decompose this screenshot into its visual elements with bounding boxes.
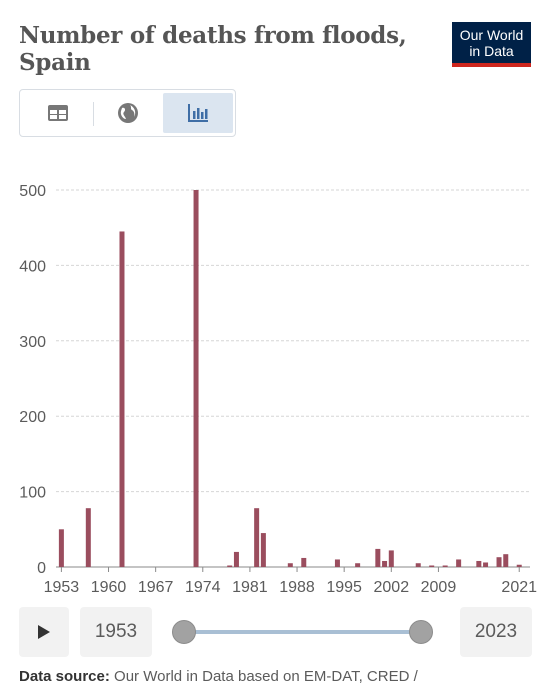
start-year-box[interactable]: 1953 (80, 607, 152, 657)
view-tabs (19, 89, 236, 137)
bar (355, 563, 361, 567)
bar (233, 551, 239, 567)
x-tick-label: 2021 (501, 579, 537, 596)
title-line-2: Spain (19, 49, 91, 76)
bar (334, 559, 340, 567)
x-tick-label: 1967 (138, 579, 174, 596)
play-icon (38, 625, 50, 639)
x-tick-label: 1981 (232, 579, 268, 596)
x-tick-label: 1960 (91, 579, 127, 596)
tab-divider (93, 102, 94, 126)
end-year-box[interactable]: 2023 (460, 607, 532, 657)
bar (388, 550, 394, 567)
table-icon (48, 105, 68, 121)
x-tick-label: 2002 (374, 579, 410, 596)
bar (227, 565, 233, 567)
bar (193, 190, 199, 567)
x-tick-label: 1953 (44, 579, 80, 596)
y-tick-label: 0 (37, 560, 46, 577)
data-source-label: Data source: (19, 668, 110, 685)
x-tick-label: 2009 (421, 579, 457, 596)
bar (287, 563, 293, 567)
y-tick-label: 400 (19, 258, 46, 275)
y-tick-label: 500 (19, 183, 46, 200)
bar (496, 557, 502, 567)
timeline-controls: 1953 2023 (0, 605, 558, 659)
chart-title: Number of deaths from floods, Spain (19, 22, 419, 76)
bar (429, 565, 435, 567)
title-line-1: Number of deaths from floods, (19, 22, 407, 49)
bar (260, 533, 266, 567)
start-year-handle[interactable] (172, 620, 196, 644)
bar (375, 548, 381, 567)
bar-chart: 0 100 200 300 400 500 1953 1960 1967 1974 1981 1988… (19, 183, 537, 596)
tab-map[interactable] (93, 93, 163, 133)
bar (382, 560, 388, 567)
play-button[interactable] (19, 607, 69, 657)
globe-icon (118, 103, 138, 123)
bar (476, 560, 482, 567)
bar (503, 554, 509, 567)
bar (442, 565, 448, 567)
timeline-slider-track[interactable] (184, 630, 420, 634)
logo-line-1: Our World (459, 27, 524, 43)
y-tick-label: 200 (19, 409, 46, 426)
bar (58, 529, 64, 567)
data-source: Data source: Our World in Data based on … (19, 668, 418, 685)
bar (119, 231, 125, 567)
bar (456, 559, 462, 567)
x-tick-label: 1988 (279, 579, 315, 596)
data-source-text: Our World in Data based on EM-DAT, CRED … (114, 668, 418, 685)
logo-line-2: in Data (469, 43, 514, 59)
bar (301, 557, 307, 567)
x-tick-label: 1995 (326, 579, 362, 596)
tab-chart[interactable] (163, 93, 233, 133)
end-year-handle[interactable] (409, 620, 433, 644)
bar (483, 562, 489, 567)
bar (85, 508, 91, 567)
y-tick-label: 300 (19, 334, 46, 351)
bar (415, 563, 421, 567)
bar (516, 564, 522, 567)
y-tick-label: 100 (19, 485, 46, 502)
x-tick-label: 1974 (185, 579, 221, 596)
bar (254, 508, 260, 567)
bar-chart-icon (188, 104, 208, 122)
tab-table[interactable] (23, 93, 93, 133)
owid-logo[interactable]: Our World in Data (452, 22, 531, 67)
